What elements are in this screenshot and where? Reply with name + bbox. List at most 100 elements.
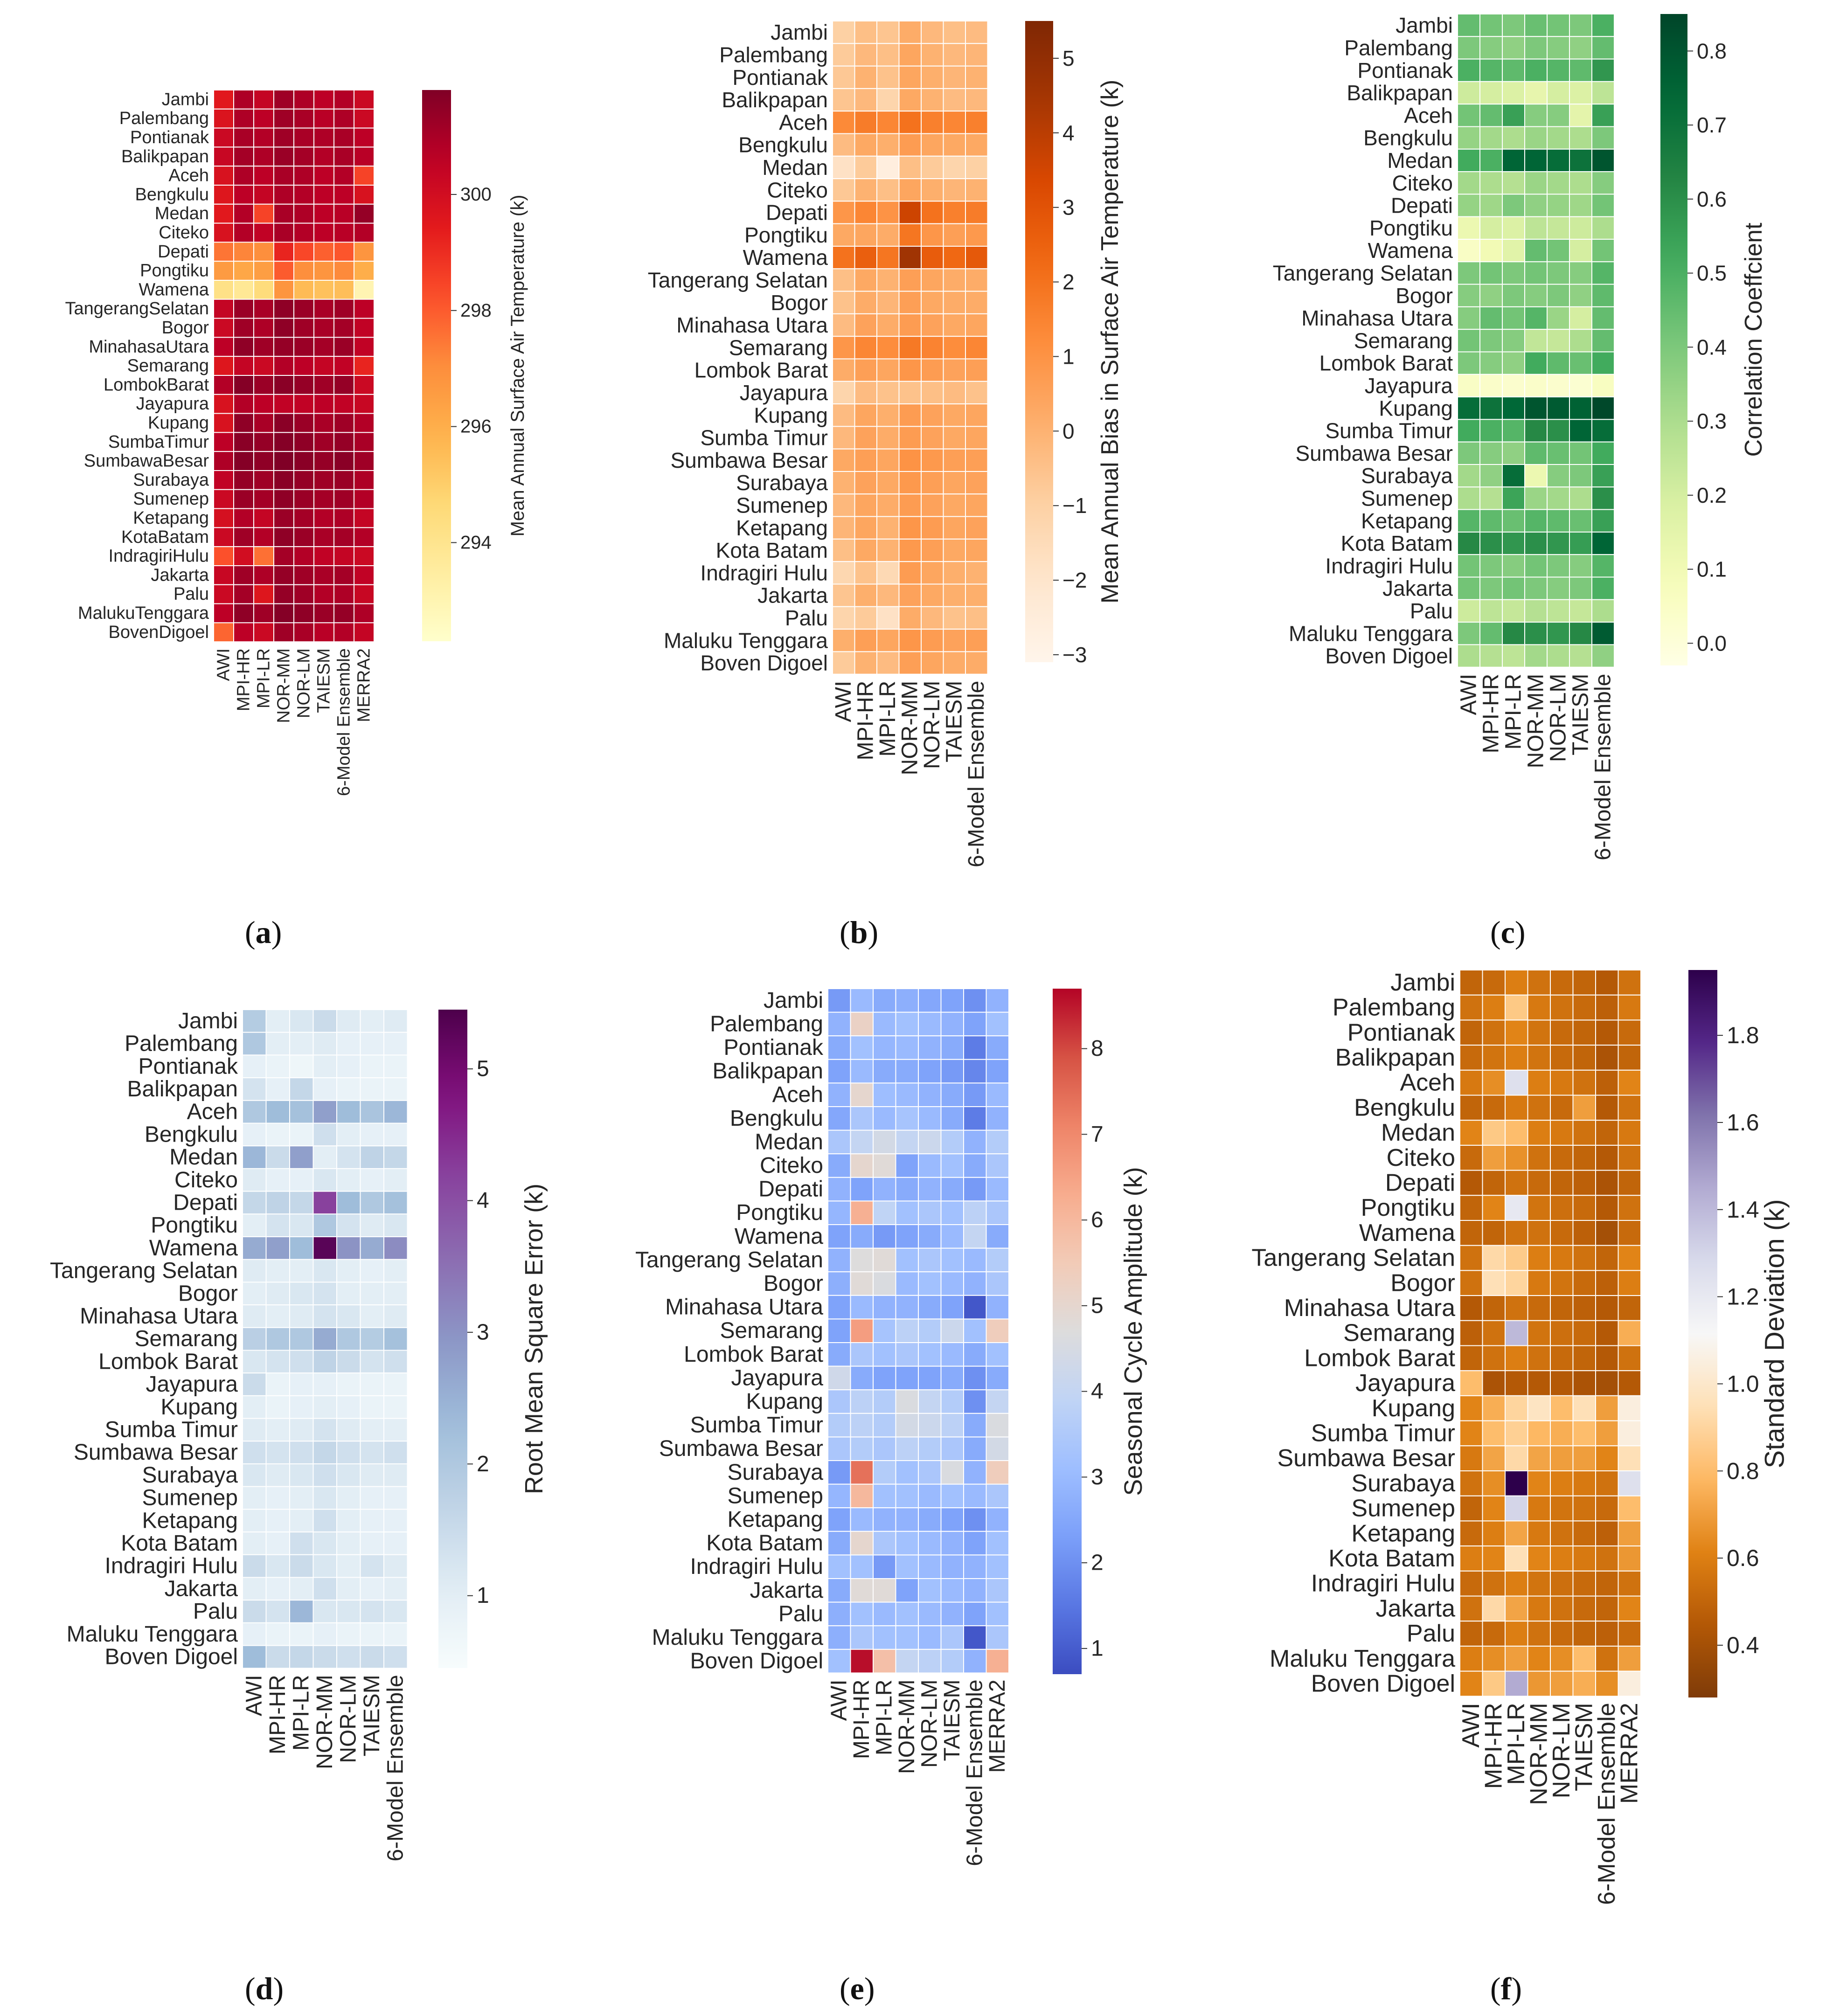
heatmap-cell: [233, 413, 254, 433]
heatmap-cell: [1572, 1195, 1596, 1221]
heatmap-cell: [1569, 194, 1592, 217]
heatmap-cell: [876, 111, 900, 134]
heatmap-cell: [965, 155, 988, 180]
heatmap-cell: [832, 268, 855, 292]
heatmap-cell: [895, 1082, 919, 1107]
heatmap-cell: [1527, 1420, 1551, 1447]
column-label: TAIESM: [314, 648, 334, 713]
row-label: Aceh: [1404, 103, 1453, 127]
heatmap-cell: [1569, 486, 1592, 510]
heatmap-cell: [965, 336, 988, 360]
heatmap-cell: [289, 1236, 314, 1260]
heatmap-cell: [943, 651, 966, 675]
heatmap-cell: [921, 651, 944, 675]
heatmap-cell: [336, 1395, 361, 1419]
row-label: Boven Digoel: [700, 651, 828, 675]
heatmap-cell: [242, 1213, 267, 1237]
heatmap-cell: [1482, 1195, 1506, 1221]
heatmap-cell: [253, 90, 274, 110]
heatmap-cell: [289, 1463, 314, 1487]
heatmap-cell: [1459, 1245, 1483, 1271]
row-label: Tangerang Selatan: [50, 1259, 238, 1283]
heatmap-cell: [918, 1578, 942, 1603]
heatmap-cell: [265, 1054, 290, 1079]
heatmap-cell: [312, 1077, 337, 1101]
column-label: MPI-LR: [289, 1675, 314, 1751]
heatmap-cell: [963, 1436, 987, 1462]
heatmap-cell: [850, 1295, 874, 1320]
column-label: MPI-LR: [1501, 674, 1526, 750]
heatmap-cell: [1527, 1270, 1551, 1296]
heatmap-cell: [940, 1295, 964, 1320]
heatmap-cell: [854, 448, 877, 472]
heatmap-cell: [1550, 1220, 1574, 1246]
row-label: Surabaya: [1361, 464, 1453, 488]
heatmap-cell: [1505, 1345, 1528, 1372]
heatmap-cell: [963, 1035, 987, 1060]
heatmap-cell: [965, 88, 988, 112]
heatmap-cell: [986, 1389, 1009, 1414]
heatmap-cell: [940, 1247, 964, 1273]
heatmap-cell: [1591, 148, 1615, 173]
caption-c: (c): [1490, 914, 1526, 950]
colorbar-tick-label: 1.6: [1727, 1109, 1759, 1136]
heatmap-cell: [354, 413, 375, 433]
heatmap-cell: [895, 1035, 919, 1060]
heatmap-cell: [827, 1649, 851, 1674]
heatmap-cell: [827, 1059, 851, 1084]
heatmap-cell: [1479, 194, 1503, 217]
heatmap-cell: [827, 1436, 851, 1462]
heatmap-cell: [213, 508, 234, 528]
heatmap-cell: [940, 1153, 964, 1178]
column-label: TAIESM: [1569, 674, 1593, 755]
row-label: Citeko: [1387, 1144, 1455, 1171]
row-label: Jambi: [1396, 13, 1453, 37]
caption-a: (a): [245, 914, 282, 950]
heatmap-cell: [273, 146, 294, 167]
heatmap-cell: [873, 1247, 896, 1273]
heatmap-cell: [1457, 622, 1480, 645]
heatmap-cell: [1459, 1495, 1483, 1522]
heatmap-cell: [313, 242, 334, 262]
heatmap-cell: [354, 280, 375, 300]
heatmap-cell: [1618, 1295, 1641, 1321]
heatmap-cell: [242, 1032, 267, 1056]
heatmap-cell: [242, 1645, 267, 1669]
heatmap-cell: [963, 1578, 987, 1603]
row-label: Sumenep: [133, 489, 209, 509]
heatmap-cell: [213, 470, 234, 490]
heatmap-cell: [1502, 531, 1525, 555]
heatmap-cell: [265, 1531, 290, 1555]
heatmap-cell: [273, 356, 294, 376]
heatmap-cell: [1595, 1195, 1619, 1221]
heatmap-cell: [293, 375, 314, 395]
heatmap-cell: [1572, 1320, 1596, 1346]
heatmap-cell: [293, 470, 314, 490]
heatmap-cell: [265, 1122, 290, 1147]
heatmap-cell: [1527, 1470, 1551, 1496]
heatmap-cell: [940, 1059, 964, 1084]
heatmap-cell: [1457, 36, 1480, 60]
heatmap-cell: [354, 375, 375, 395]
heatmap-cell: [1482, 1095, 1506, 1121]
heatmap-cell: [1502, 441, 1525, 465]
heatmap-cell: [253, 203, 274, 224]
heatmap-cell: [1505, 1045, 1528, 1071]
heatmap-cell: [1572, 1170, 1596, 1196]
heatmap-cell: [1502, 576, 1525, 600]
heatmap-cell: [876, 201, 900, 224]
heatmap-cell: [1572, 1095, 1596, 1121]
heatmap-cell: [293, 146, 314, 167]
heatmap-cell: [1482, 1645, 1506, 1672]
row-label: Tangerang Selatan: [648, 268, 828, 292]
heatmap-cell: [1572, 1019, 1596, 1046]
heatmap-cell: [876, 178, 900, 202]
heatmap-cell: [1457, 239, 1480, 263]
heatmap-cell: [1482, 1420, 1506, 1447]
heatmap-cell: [293, 394, 314, 414]
heatmap-cell: [943, 43, 966, 67]
colorbar-label: Standard Deviation (k): [1760, 1199, 1790, 1468]
row-label: Depati: [758, 1177, 823, 1202]
heatmap-cell: [312, 1236, 337, 1260]
heatmap-cell: [233, 394, 254, 414]
